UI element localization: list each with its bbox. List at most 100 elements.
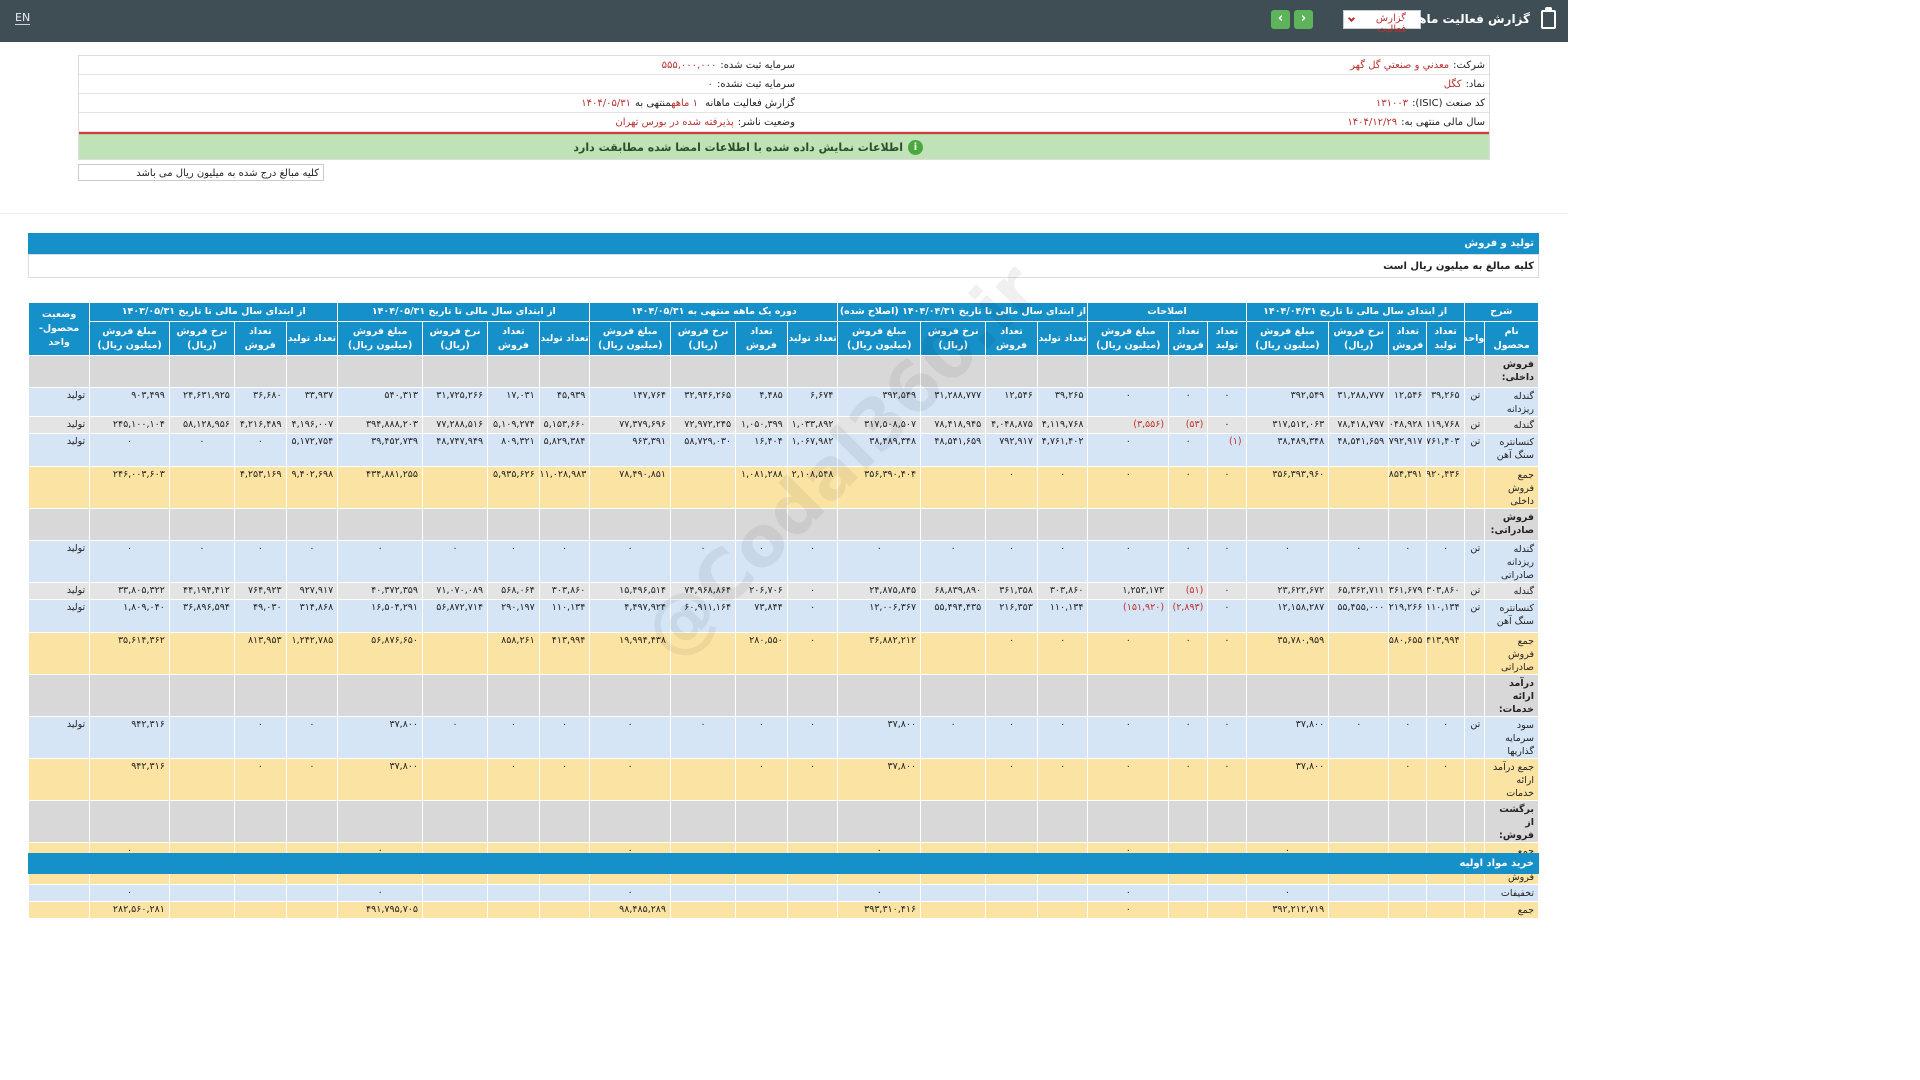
- table-cell: ۴,۲۱۶,۴۸۹: [233, 416, 287, 434]
- table-cell: ۰: [422, 540, 489, 583]
- table-cell: [285, 884, 339, 902]
- table-cell: ۳۹,۲۶۵: [1426, 387, 1465, 417]
- table-cell: [89, 508, 170, 541]
- table-cell: ۴,۸۵۴,۳۹۱: [1388, 466, 1428, 509]
- table-cell: ۲۴,۸۷۵,۸۴۵: [837, 582, 922, 600]
- row-label: برگشت از فروش:: [1484, 800, 1539, 843]
- table-cell: ۰: [1207, 387, 1247, 417]
- table-cell: [670, 884, 737, 902]
- table-row: جمع فروش صادراتی ۴۱۳,۹۹۴ ۵۸۰,۶۵۵ ۳۵,۷۸۰,۹۵۹…: [27, 632, 1539, 675]
- table-cell: [1036, 800, 1089, 843]
- table-cell: [1328, 674, 1390, 717]
- table-cell: [920, 632, 987, 675]
- capital-value: ۵۵۵,۰۰۰,۰۰۰: [661, 60, 717, 71]
- table-cell: ۳۷,۸۰۰: [1245, 758, 1330, 801]
- next-button[interactable]: ›: [1294, 10, 1313, 29]
- table-cell: ۰: [1087, 433, 1170, 467]
- table-cell: [422, 674, 489, 717]
- table-cell: (۱۵۱,۹۲۰): [1087, 599, 1170, 633]
- table-cell: ۱۶,۴۰۴: [735, 433, 788, 467]
- table-cell: [920, 884, 987, 902]
- fiscal-value: ۱۴۰۴/۱۲/۲۹: [1347, 117, 1398, 128]
- table-cell: [168, 466, 235, 509]
- table-cell: ۱,۰۸۱,۲۸۸: [735, 466, 788, 509]
- column-header: نرخ فروش (ریال): [1328, 321, 1390, 356]
- table-cell: ۰: [786, 632, 839, 675]
- table-cell: تولید: [27, 416, 91, 434]
- table-cell: ۳۷,۸۰۰: [837, 716, 922, 759]
- table-cell: [786, 355, 839, 388]
- table-cell: ۴,۴۸۵: [735, 387, 788, 417]
- table-cell: ۰: [985, 758, 1038, 801]
- table-cell: [735, 901, 788, 919]
- table-cell: [1328, 800, 1390, 843]
- table-cell: [920, 674, 987, 717]
- prev-button[interactable]: ‹: [1271, 10, 1290, 29]
- table-cell: ۳۹۲,۲۱۲,۷۱۹: [1245, 901, 1330, 919]
- table-cell: [1328, 632, 1390, 675]
- table-cell: [1207, 901, 1247, 919]
- table-cell: [1388, 355, 1428, 388]
- table-cell: ۰: [786, 758, 839, 801]
- table-cell: تولید: [27, 433, 91, 467]
- table-cell: [487, 800, 540, 843]
- table-cell: [168, 355, 235, 388]
- table-cell: ۰: [1388, 716, 1428, 759]
- row-label: جمع فروش صادراتی: [1484, 632, 1539, 675]
- table-cell: [1207, 508, 1247, 541]
- page-title: گزارش فعالیت ماهانه: [1401, 12, 1530, 26]
- table-cell: [285, 800, 339, 843]
- table-cell: [285, 674, 339, 717]
- table-cell: [422, 355, 489, 388]
- table-cell: ۳۷,۸۰۰: [337, 716, 424, 759]
- table-cell: ۵۶,۸۷۶,۶۵۰: [337, 632, 424, 675]
- report-type-select[interactable]: گزارش فعالیت: [1343, 10, 1421, 35]
- isic-value: ۱۳۱۰۰۳: [1375, 98, 1409, 109]
- column-header: مبلغ فروش (میلیون ریال): [1245, 321, 1330, 356]
- table-cell: ۰: [1426, 758, 1465, 801]
- table-cell: [422, 632, 489, 675]
- table-cell: [735, 355, 788, 388]
- table-cell: ۰: [89, 884, 170, 902]
- table-cell: ۴۱۳,۹۹۴: [538, 632, 591, 675]
- table-cell: ۰: [1087, 884, 1170, 902]
- table-cell: ۳۳,۹۳۷: [285, 387, 339, 417]
- table-cell: ۵۸۰,۶۵۵: [1388, 632, 1428, 675]
- table-cell: [1328, 466, 1390, 509]
- table-cell: [168, 884, 235, 902]
- table-cell: ۳۱,۲۸۸,۷۷۷: [920, 387, 987, 417]
- table-cell: [1463, 800, 1486, 843]
- table-cell: ۳۳,۸۰۵,۳۲۲: [89, 582, 170, 600]
- table-cell: ۲۴۵,۱۰۰,۱۰۴: [89, 416, 170, 434]
- table-cell: ۰: [1168, 433, 1209, 467]
- table-cell: ۳۸,۴۸۹,۳۴۸: [1245, 433, 1330, 467]
- table-cell: ۴,۷۶۱,۴۰۲: [1036, 433, 1089, 467]
- table-cell: ۰: [920, 540, 987, 583]
- table-cell: [422, 901, 489, 919]
- table-cell: [920, 355, 987, 388]
- table-cell: ۷۶۴,۹۲۳: [233, 582, 287, 600]
- table-cell: [837, 800, 922, 843]
- table-cell: [1207, 355, 1247, 388]
- row-label: درآمد ارائه خدمات:: [1484, 674, 1539, 717]
- table-cell: [920, 901, 987, 919]
- table-cell: ۰: [233, 716, 287, 759]
- table-cell: [920, 800, 987, 843]
- table-cell: [1168, 508, 1209, 541]
- table-cell: [786, 674, 839, 717]
- column-header: تعداد فروش: [1388, 321, 1428, 356]
- table-cell: ۱۱,۰۲۸,۹۸۳: [538, 466, 591, 509]
- table-cell: [168, 758, 235, 801]
- column-header: مبلغ فروش (میلیون ریال): [89, 321, 170, 356]
- table-cell: [1426, 508, 1465, 541]
- table-row: گندله تن ۳۰۳,۸۶۰ ۳۶۱,۶۷۹ ۶۵,۳۶۲,۷۱۱ ۲۳,۶۲۲,۶۷…: [27, 582, 1539, 600]
- table-cell: [1036, 355, 1089, 388]
- table-cell: ۶۰,۹۱۱,۱۶۴: [670, 599, 737, 633]
- table-cell: ۰: [1207, 758, 1247, 801]
- table-cell: [487, 674, 540, 717]
- table-cell: ۰: [837, 540, 922, 583]
- language-toggle[interactable]: EN: [15, 11, 31, 25]
- info-row-3: کد صنعت (ISIC):۱۳۱۰۰۳ گزارش فعالیت ماهان…: [79, 94, 1489, 113]
- table-cell: [1388, 800, 1428, 843]
- table-cell: ۵۵,۴۹۴,۴۳۵: [920, 599, 987, 633]
